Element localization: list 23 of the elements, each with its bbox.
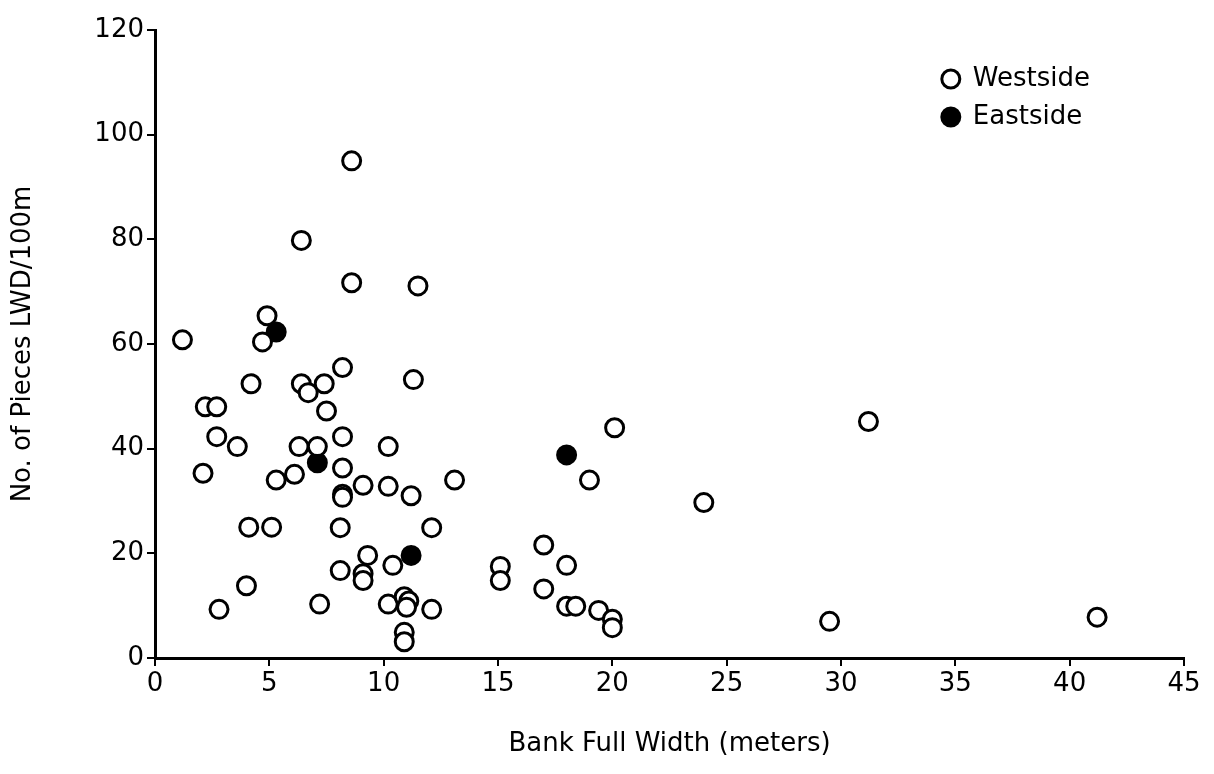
y-tick-label: 0: [127, 640, 144, 671]
y-tick-label: 80: [110, 222, 144, 253]
x-tick-label: 0: [146, 667, 164, 698]
y-axis-title: No. of Pieces LWD/100m: [6, 185, 37, 503]
legend-label: Westside: [972, 61, 1091, 92]
legend-label: Eastside: [972, 99, 1083, 130]
y-tick-label: 100: [94, 117, 144, 148]
x-tick-label: 45: [1167, 667, 1201, 698]
x-tick-label: 20: [595, 667, 629, 698]
point: [556, 444, 578, 466]
y-tick-label: 120: [94, 12, 144, 43]
y-tick-label: 40: [110, 431, 144, 462]
x-tick-label: 30: [824, 667, 858, 698]
x-tick-label: 5: [261, 667, 278, 698]
x-tick-label: 40: [1053, 667, 1087, 698]
y-tick-label: 20: [110, 536, 144, 567]
x-axis-title: Bank Full Width (meters): [508, 727, 831, 758]
y-tick-label: 60: [110, 326, 144, 357]
x-tick-label: 10: [367, 667, 401, 698]
x-tick-label: 25: [710, 667, 744, 698]
point: [400, 544, 422, 566]
x-tick-label: 35: [938, 667, 972, 698]
x-tick-label: 15: [481, 667, 515, 698]
